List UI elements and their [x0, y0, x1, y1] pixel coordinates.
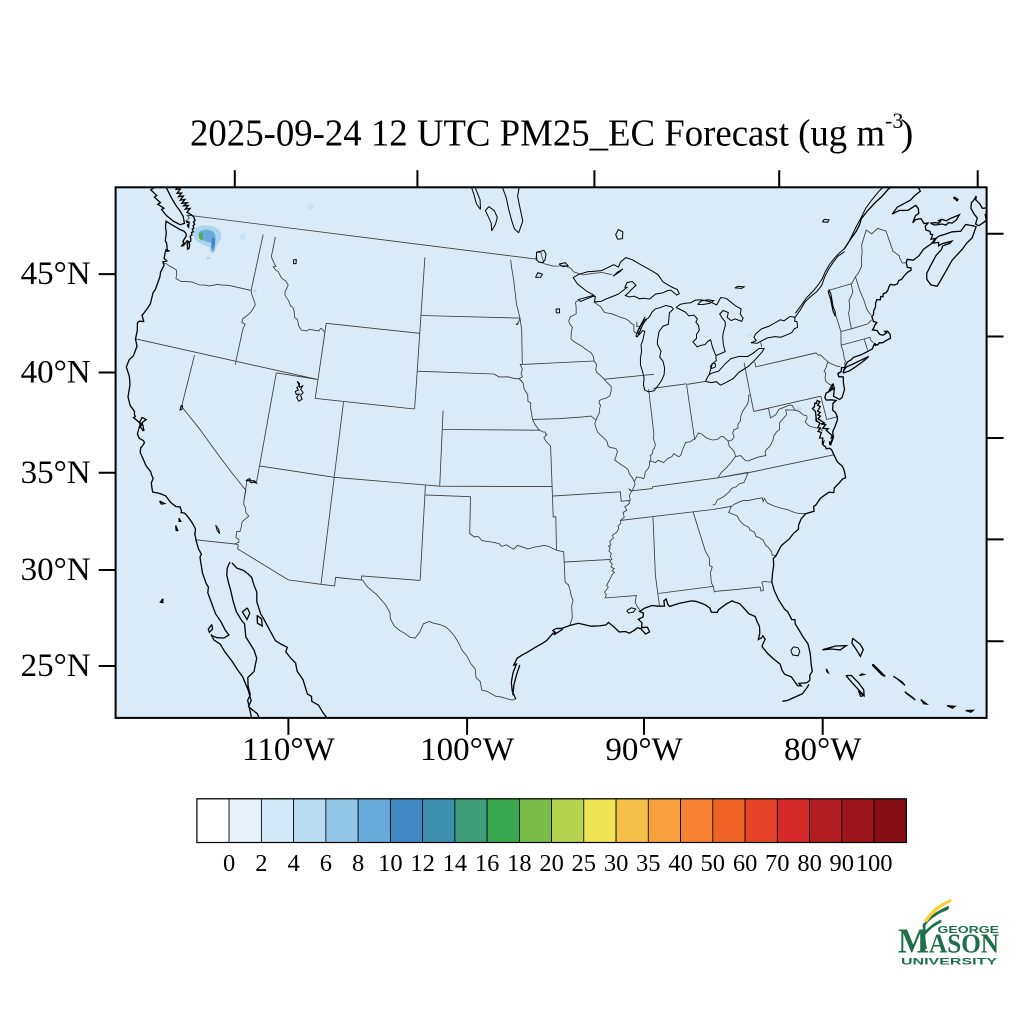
svg-text:6: 6: [320, 850, 332, 877]
svg-text:90: 90: [830, 850, 855, 877]
svg-text:8: 8: [352, 850, 364, 877]
svg-text:ASON: ASON: [929, 929, 999, 959]
svg-text:14: 14: [443, 850, 468, 877]
svg-text:70: 70: [765, 850, 790, 877]
svg-text:18: 18: [507, 850, 532, 877]
svg-text:0: 0: [223, 850, 235, 877]
svg-text:25°N: 25°N: [21, 648, 91, 684]
svg-text:40: 40: [668, 850, 693, 877]
svg-text:12: 12: [410, 850, 435, 877]
svg-text:80: 80: [797, 850, 822, 877]
svg-text:60: 60: [733, 850, 758, 877]
svg-text:GEORGE: GEORGE: [938, 924, 1000, 936]
svg-text:10: 10: [378, 850, 403, 877]
svg-text:30: 30: [604, 850, 629, 877]
svg-text:M: M: [898, 922, 929, 961]
svg-text:16: 16: [475, 850, 500, 877]
svg-text:2: 2: [255, 850, 267, 877]
svg-text:45°N: 45°N: [21, 256, 91, 292]
svg-text:30°N: 30°N: [21, 552, 91, 588]
svg-text:100: 100: [856, 850, 893, 877]
svg-text:4: 4: [287, 850, 299, 877]
svg-text:40°N: 40°N: [21, 355, 91, 391]
svg-text:80°W: 80°W: [784, 732, 862, 768]
svg-text:): ): [901, 113, 914, 155]
svg-text:20: 20: [539, 850, 564, 877]
svg-text:35°N: 35°N: [21, 455, 91, 491]
svg-text:50: 50: [701, 850, 726, 877]
svg-text:100°W: 100°W: [420, 732, 515, 768]
svg-text:UNIVERSITY: UNIVERSITY: [901, 957, 998, 968]
svg-text:110°W: 110°W: [242, 732, 335, 768]
svg-text:35: 35: [636, 850, 661, 877]
svg-text:2025-09-24 12 UTC PM25_EC Fore: 2025-09-24 12 UTC PM25_EC Forecast (ug m: [190, 113, 885, 155]
svg-text:90°W: 90°W: [605, 732, 683, 768]
svg-text:-3: -3: [885, 108, 903, 133]
svg-text:25: 25: [572, 850, 597, 877]
